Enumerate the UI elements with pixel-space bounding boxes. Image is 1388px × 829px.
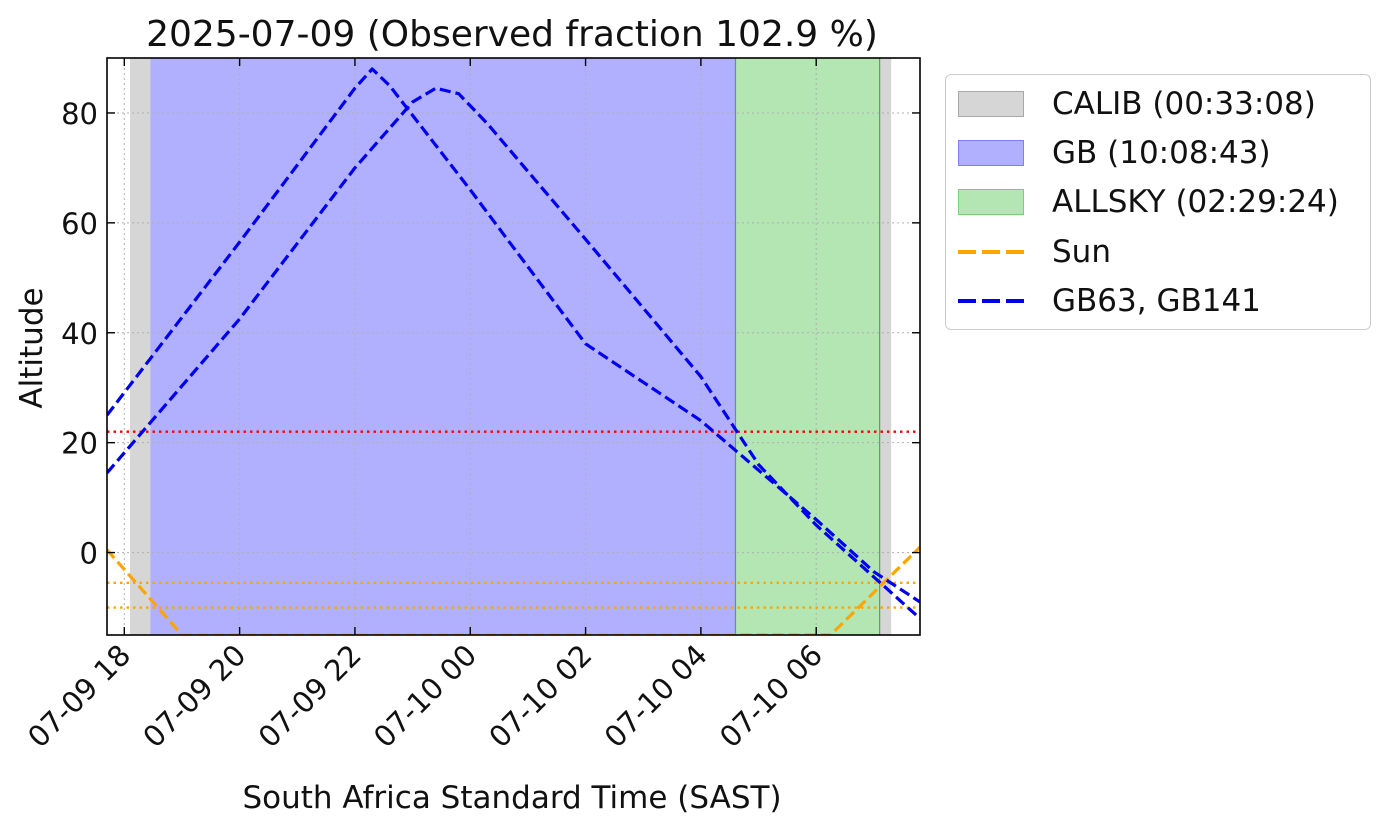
legend-dash-segment (1006, 250, 1024, 254)
legend-item-sun: Sun (958, 234, 1111, 270)
x-tick-label-1: 07-09 20 (136, 638, 252, 754)
x-axis-label: South Africa Standard Time (SAST) (242, 780, 781, 816)
legend: CALIB (00:33:08) GB (10:08:43) ALLSKY (0… (945, 74, 1371, 330)
x-tick-label-0: 07-09 18 (21, 638, 137, 754)
y-axis-label: Altitude (14, 287, 50, 408)
legend-label-sun: Sun (1052, 234, 1111, 270)
legend-label-allsky: ALLSKY (02:29:24) (1052, 184, 1339, 220)
x-tick-label-4: 07-10 02 (482, 638, 598, 754)
legend-item-calib: CALIB (00:33:08) (958, 86, 1316, 122)
legend-dash-segment (982, 250, 1000, 254)
series-line-1 (107, 67, 920, 604)
y-tick-label-2: 40 (61, 317, 98, 351)
axes-frame (106, 57, 921, 636)
chart-title: 2025-07-09 (Observed fraction 102.9 %) (146, 14, 878, 55)
x-tick-label-2: 07-09 22 (252, 638, 368, 754)
x-tick-label-6: 07-10 06 (713, 638, 829, 754)
legend-label-calib: CALIB (00:33:08) (1052, 86, 1316, 122)
plot-area: 07-09 18 07-09 20 07-09 22 07-10 00 07-10 02… (21, 57, 921, 754)
band-0 (130, 58, 151, 635)
series-line-2 (107, 86, 920, 620)
x-tick-label-3: 07-10 00 (367, 638, 483, 754)
band-1 (150, 58, 736, 635)
band-3 (879, 58, 892, 635)
series-line-0 (107, 545, 920, 635)
y-tick-label-3: 60 (61, 207, 98, 241)
legend-label-gb-sources: GB63, GB141 (1052, 283, 1261, 319)
legend-item-gb: GB (10:08:43) (958, 135, 1271, 171)
band-2 (735, 58, 880, 635)
legend-dash-segment (958, 299, 976, 303)
legend-dash-segment (958, 250, 976, 254)
legend-line-gb-sources (958, 288, 1024, 314)
legend-swatch-calib (958, 91, 1024, 117)
y-tick-label-1: 20 (61, 427, 98, 461)
x-tick-label-5: 07-10 04 (598, 638, 714, 754)
legend-swatch-gb (958, 140, 1024, 166)
y-tick-label-4: 80 (61, 97, 98, 131)
y-tick-label-0: 0 (80, 537, 98, 571)
legend-item-allsky: ALLSKY (02:29:24) (958, 184, 1339, 220)
legend-dash-segment (1006, 299, 1024, 303)
legend-label-gb: GB (10:08:43) (1052, 135, 1271, 171)
legend-item-gb-sources: GB63, GB141 (958, 283, 1261, 319)
legend-swatch-allsky (958, 189, 1024, 215)
legend-dash-segment (982, 299, 1000, 303)
legend-line-sun (958, 239, 1024, 265)
